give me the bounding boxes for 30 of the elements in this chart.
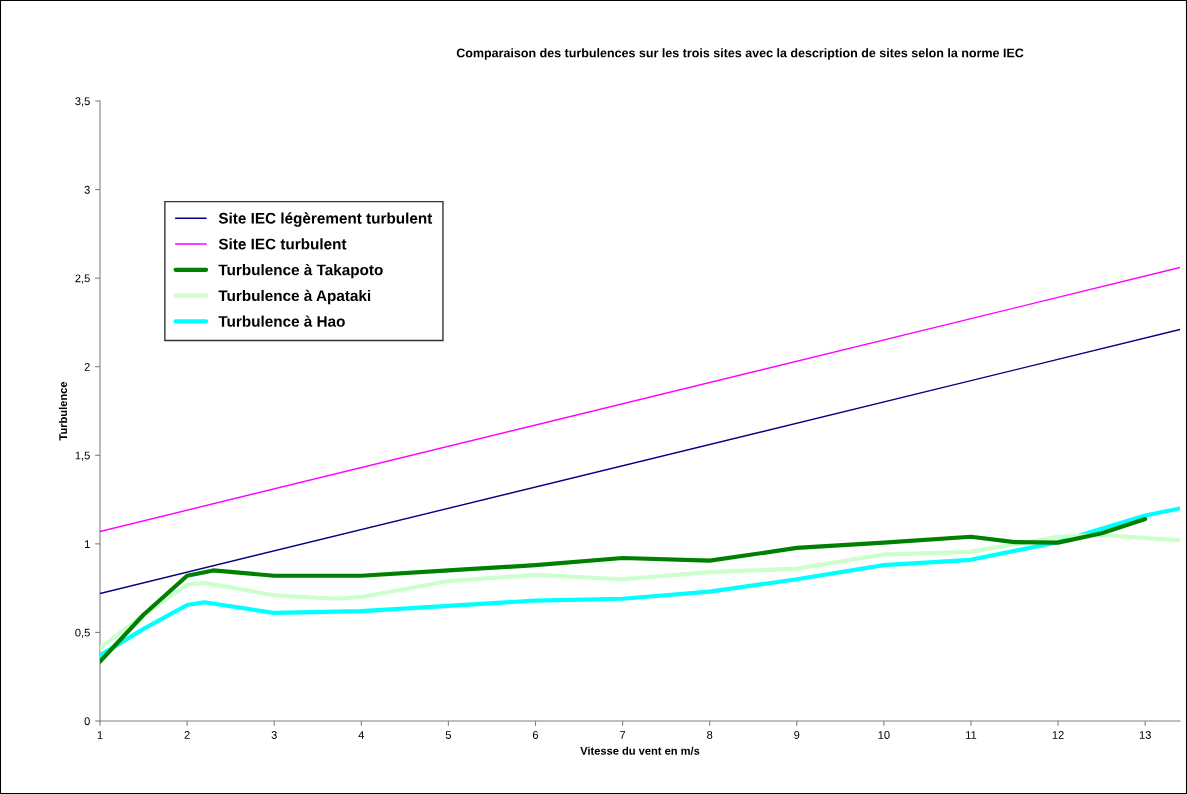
x-tick-label: 8 [707, 731, 713, 739]
y-tick-label: 1,5 [75, 451, 90, 461]
x-tick-label: 6 [532, 731, 539, 739]
chart-title: Comparaison des turbulences sur les trois sites avec la description de sites selon la norme IEC [456, 48, 1024, 60]
y-tick-label: 2,5 [75, 274, 90, 284]
y-axis-title: Turbulence [58, 381, 68, 441]
x-tick-label: 10 [878, 731, 890, 739]
x-tick-label: 1 [97, 731, 103, 739]
x-tick-label: 12 [1052, 731, 1064, 739]
x-tick-label: 13 [1139, 731, 1151, 739]
y-tick-label: 3,5 [75, 97, 90, 107]
x-tick-label: 11 [966, 731, 977, 739]
line-series [100, 532, 1180, 651]
y-tick-label: 3 [84, 185, 90, 194]
legend-label: Site IEC légèrement turbulent [218, 212, 433, 227]
y-tick-label: 2 [84, 362, 90, 371]
legend-label: Turbulence à Apataki [218, 289, 371, 305]
x-tick-label: 3 [271, 731, 277, 739]
x-tick-label: 7 [620, 731, 626, 739]
legend-label: Turbulence à Takapoto [218, 263, 383, 279]
y-tick-label: 1 [84, 540, 90, 548]
y-tick-label: 0,5 [75, 628, 90, 638]
legend-label: Site IEC turbulent [218, 238, 347, 250]
y-tick-label: 0 [84, 717, 90, 726]
x-tick-label: 2 [184, 731, 190, 739]
x-axis-title: Vitesse du vent en m/s [580, 746, 700, 755]
x-tick-label: 9 [794, 731, 800, 739]
x-tick-label: 4 [358, 731, 365, 739]
x-tick-label: 5 [445, 731, 452, 739]
legend-label: Turbulence à Hao [218, 315, 345, 327]
